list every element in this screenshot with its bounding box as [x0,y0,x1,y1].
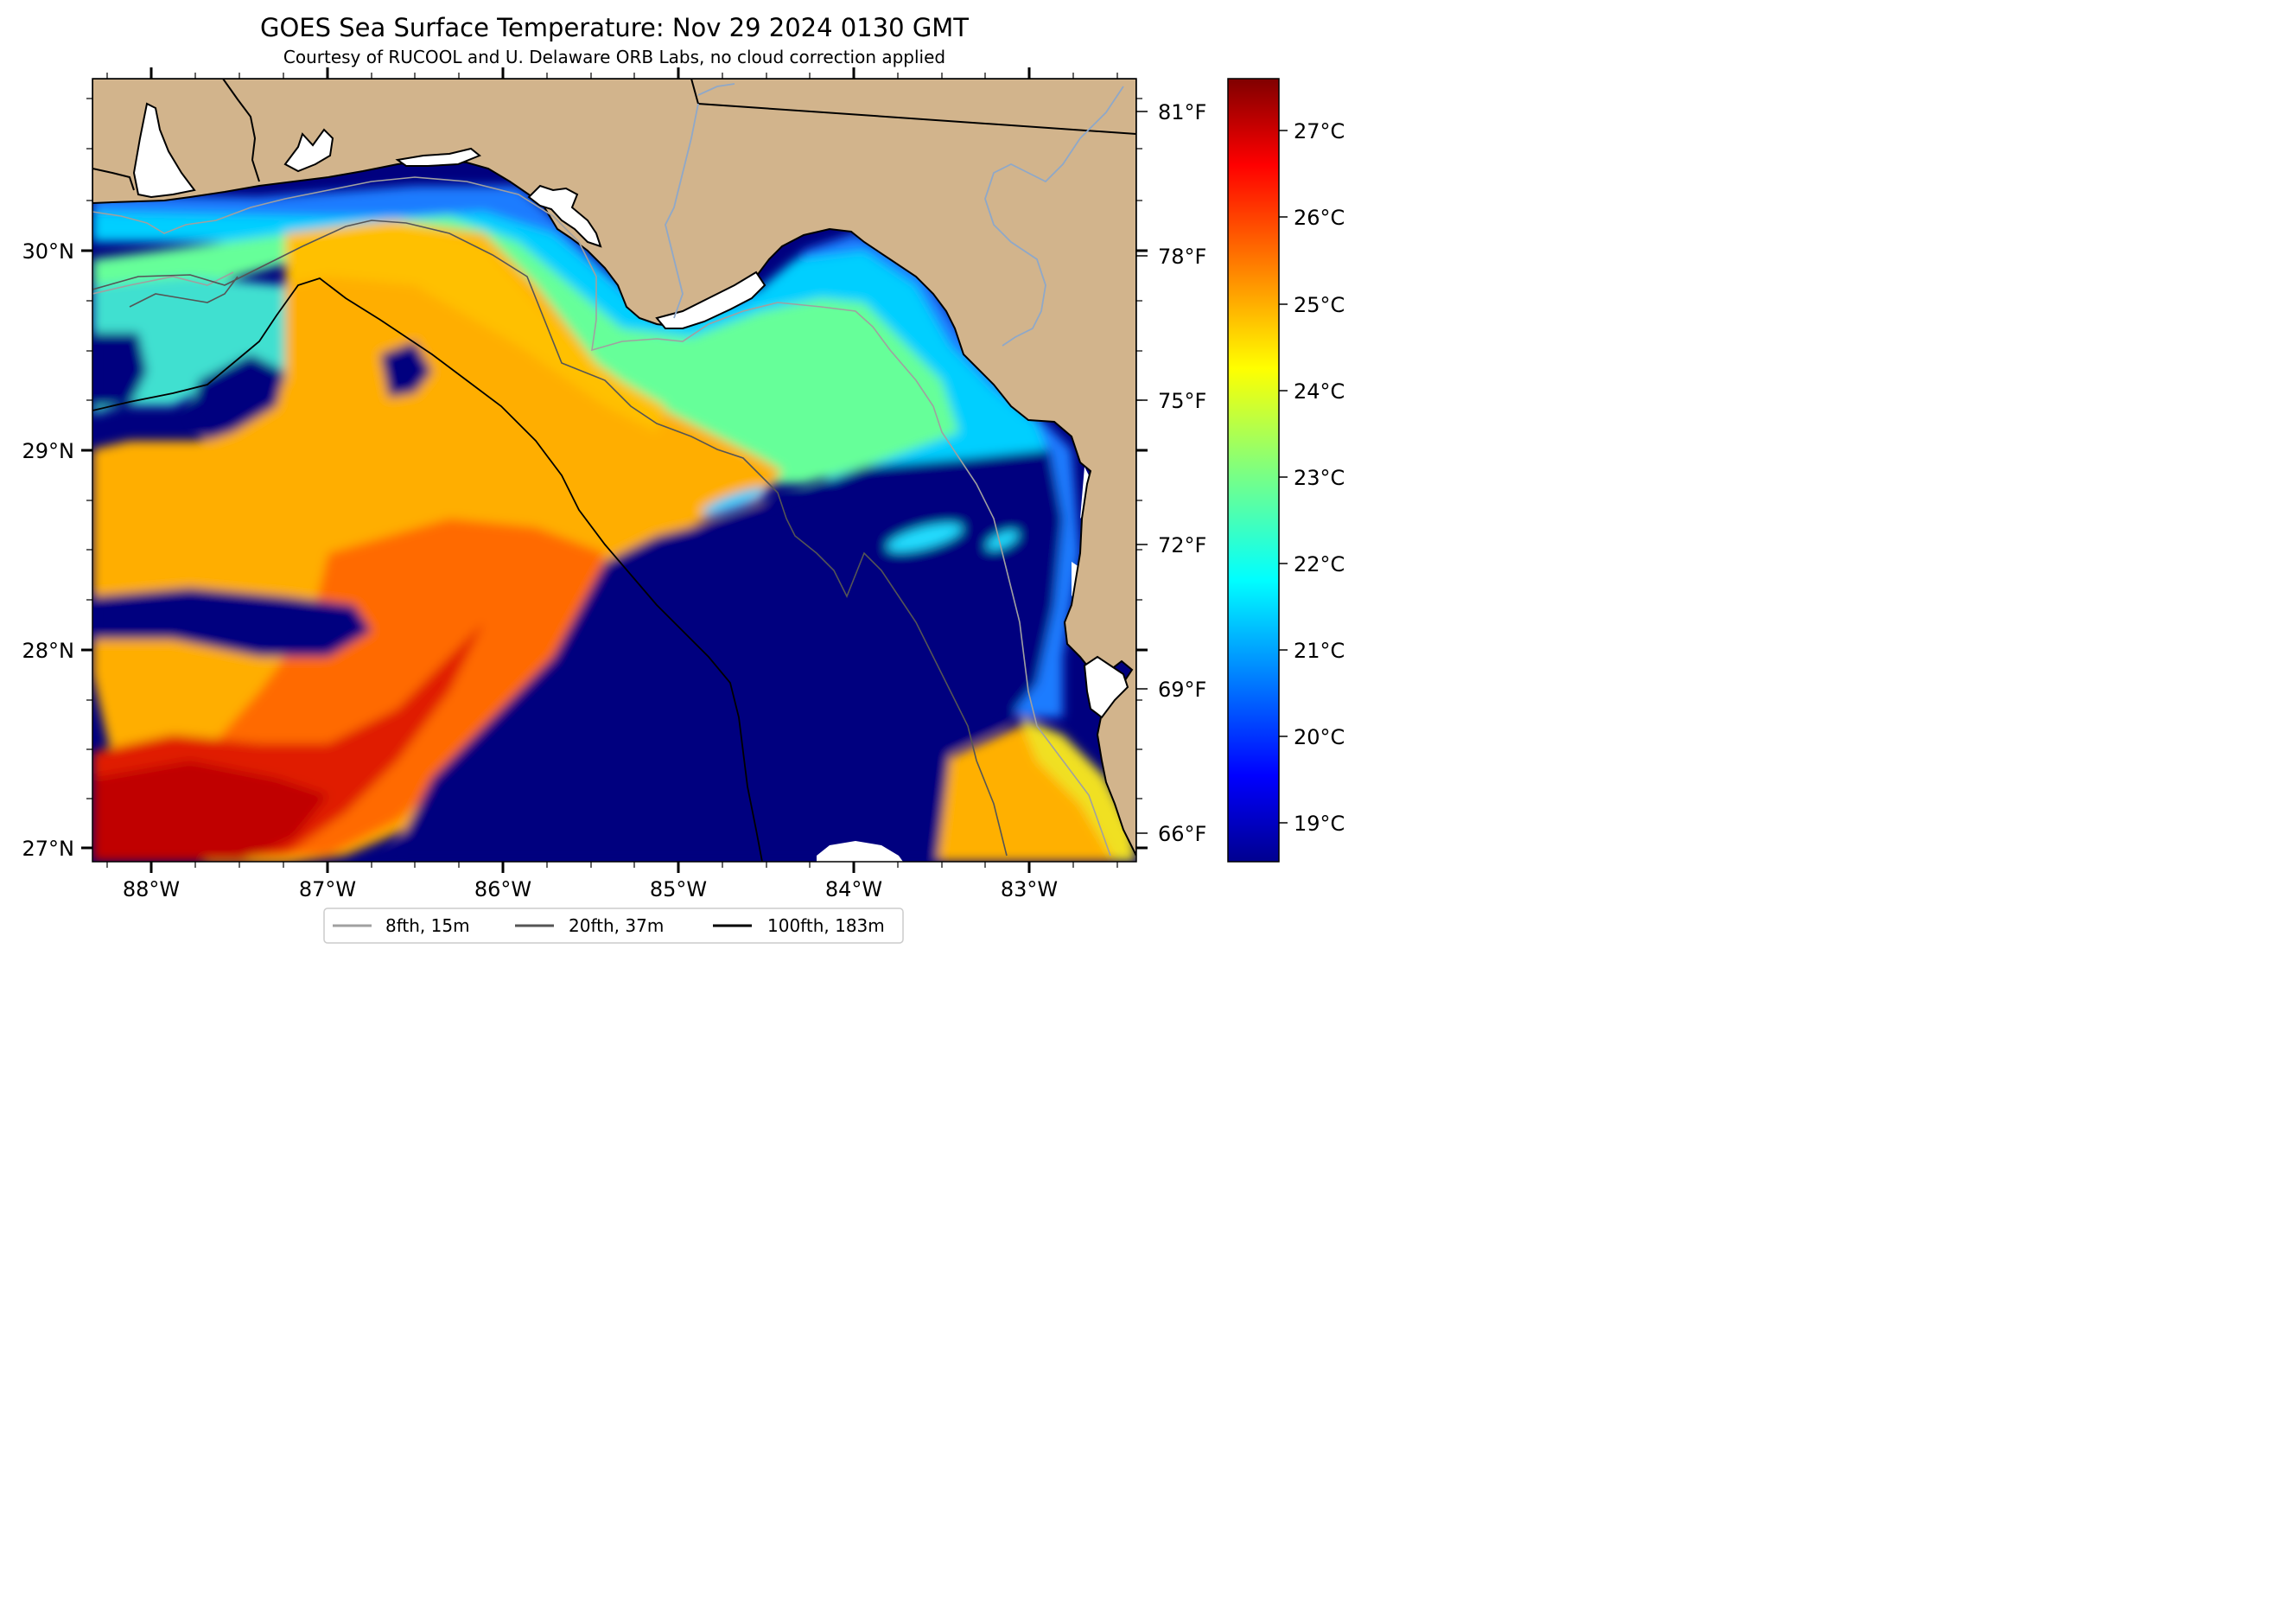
rivers [665,83,1124,347]
pensacola-bay [283,128,334,173]
page-subtitle: Courtesy of RUCOOL and U. Delaware ORB L… [283,47,945,67]
lon-tick-label: 87°W [299,877,356,901]
st-andrews-bay [527,184,602,248]
lon-tick-label: 85°W [650,877,707,901]
contour-100fth [92,277,763,862]
map-frame [92,78,1137,863]
fahrenheit-tick-label: 69°F [1158,678,1206,702]
map-panel [92,79,1136,862]
legend-label: 8fth, 15m [385,915,470,936]
page-title: GOES Sea Surface Temperature: Nov 29 202… [260,13,969,42]
colorbar-tick-label: 24°C [1294,379,1345,404]
lat-tick-label: 30°N [22,239,75,264]
state-border-al [222,79,260,182]
lon-tick-label: 86°W [474,877,531,901]
colorbar-tick-label: 21°C [1294,639,1345,663]
contour-20fth [92,220,1008,857]
fahrenheit-tick-label: 81°F [1158,100,1206,124]
colorbar-tick-label: 22°C [1294,552,1345,576]
lon-tick-labels: 88°W 87°W 86°W 85°W 84°W 83°W [123,877,1058,901]
lat-tick-labels: 30°N 29°N 28°N 27°N [22,239,75,861]
apalachee-bay-marsh [655,271,766,329]
legend-label: 20fth, 37m [569,915,664,936]
fahrenheit-tick-label: 72°F [1158,533,1206,557]
colorbar: 27°C 26°C 25°C 24°C 23°C 22°C 21°C 20°C … [1227,78,1345,863]
mobile-bay [132,102,196,199]
legend-label: 100fth, 183m [767,915,885,936]
colorbar-tick-label: 20°C [1294,725,1345,749]
colorbar-tick-label: 25°C [1294,293,1345,317]
fahrenheit-tick-label: 78°F [1158,245,1206,269]
lat-tick-label: 28°N [22,639,75,663]
lat-tick-label: 29°N [22,439,75,463]
legend-box [323,908,904,944]
map-ticks [81,67,1148,873]
colorbar-tick-label: 27°C [1294,119,1345,143]
sst-field [92,186,1136,862]
colorbar-gradient [1227,78,1280,863]
lon-tick-label: 84°W [825,877,882,901]
colorbar-tick-label: 26°C [1294,206,1345,230]
fahrenheit-tick-label: 66°F [1158,822,1206,846]
colorbar-tick-label: 19°C [1294,812,1345,836]
tampa-bay [1083,655,1129,719]
choctawhatchee-bay [395,147,481,167]
contour-8fth [92,176,1111,857]
colorbar-tick-label: 23°C [1294,466,1345,490]
lat-tick-label: 27°N [22,837,75,861]
legend: 8fth, 15m 20fth, 37m 100fth, 183m [323,908,904,944]
fahrenheit-axis: 81°F 78°F 75°F 72°F 69°F 66°F [1136,100,1206,846]
coastline-west [92,168,135,191]
lon-tick-label: 83°W [1001,877,1058,901]
lon-tick-label: 88°W [123,877,180,901]
sst-map-figure: GOES Sea Surface Temperature: Nov 29 202… [22,13,1345,944]
fahrenheit-tick-label: 75°F [1158,389,1206,413]
